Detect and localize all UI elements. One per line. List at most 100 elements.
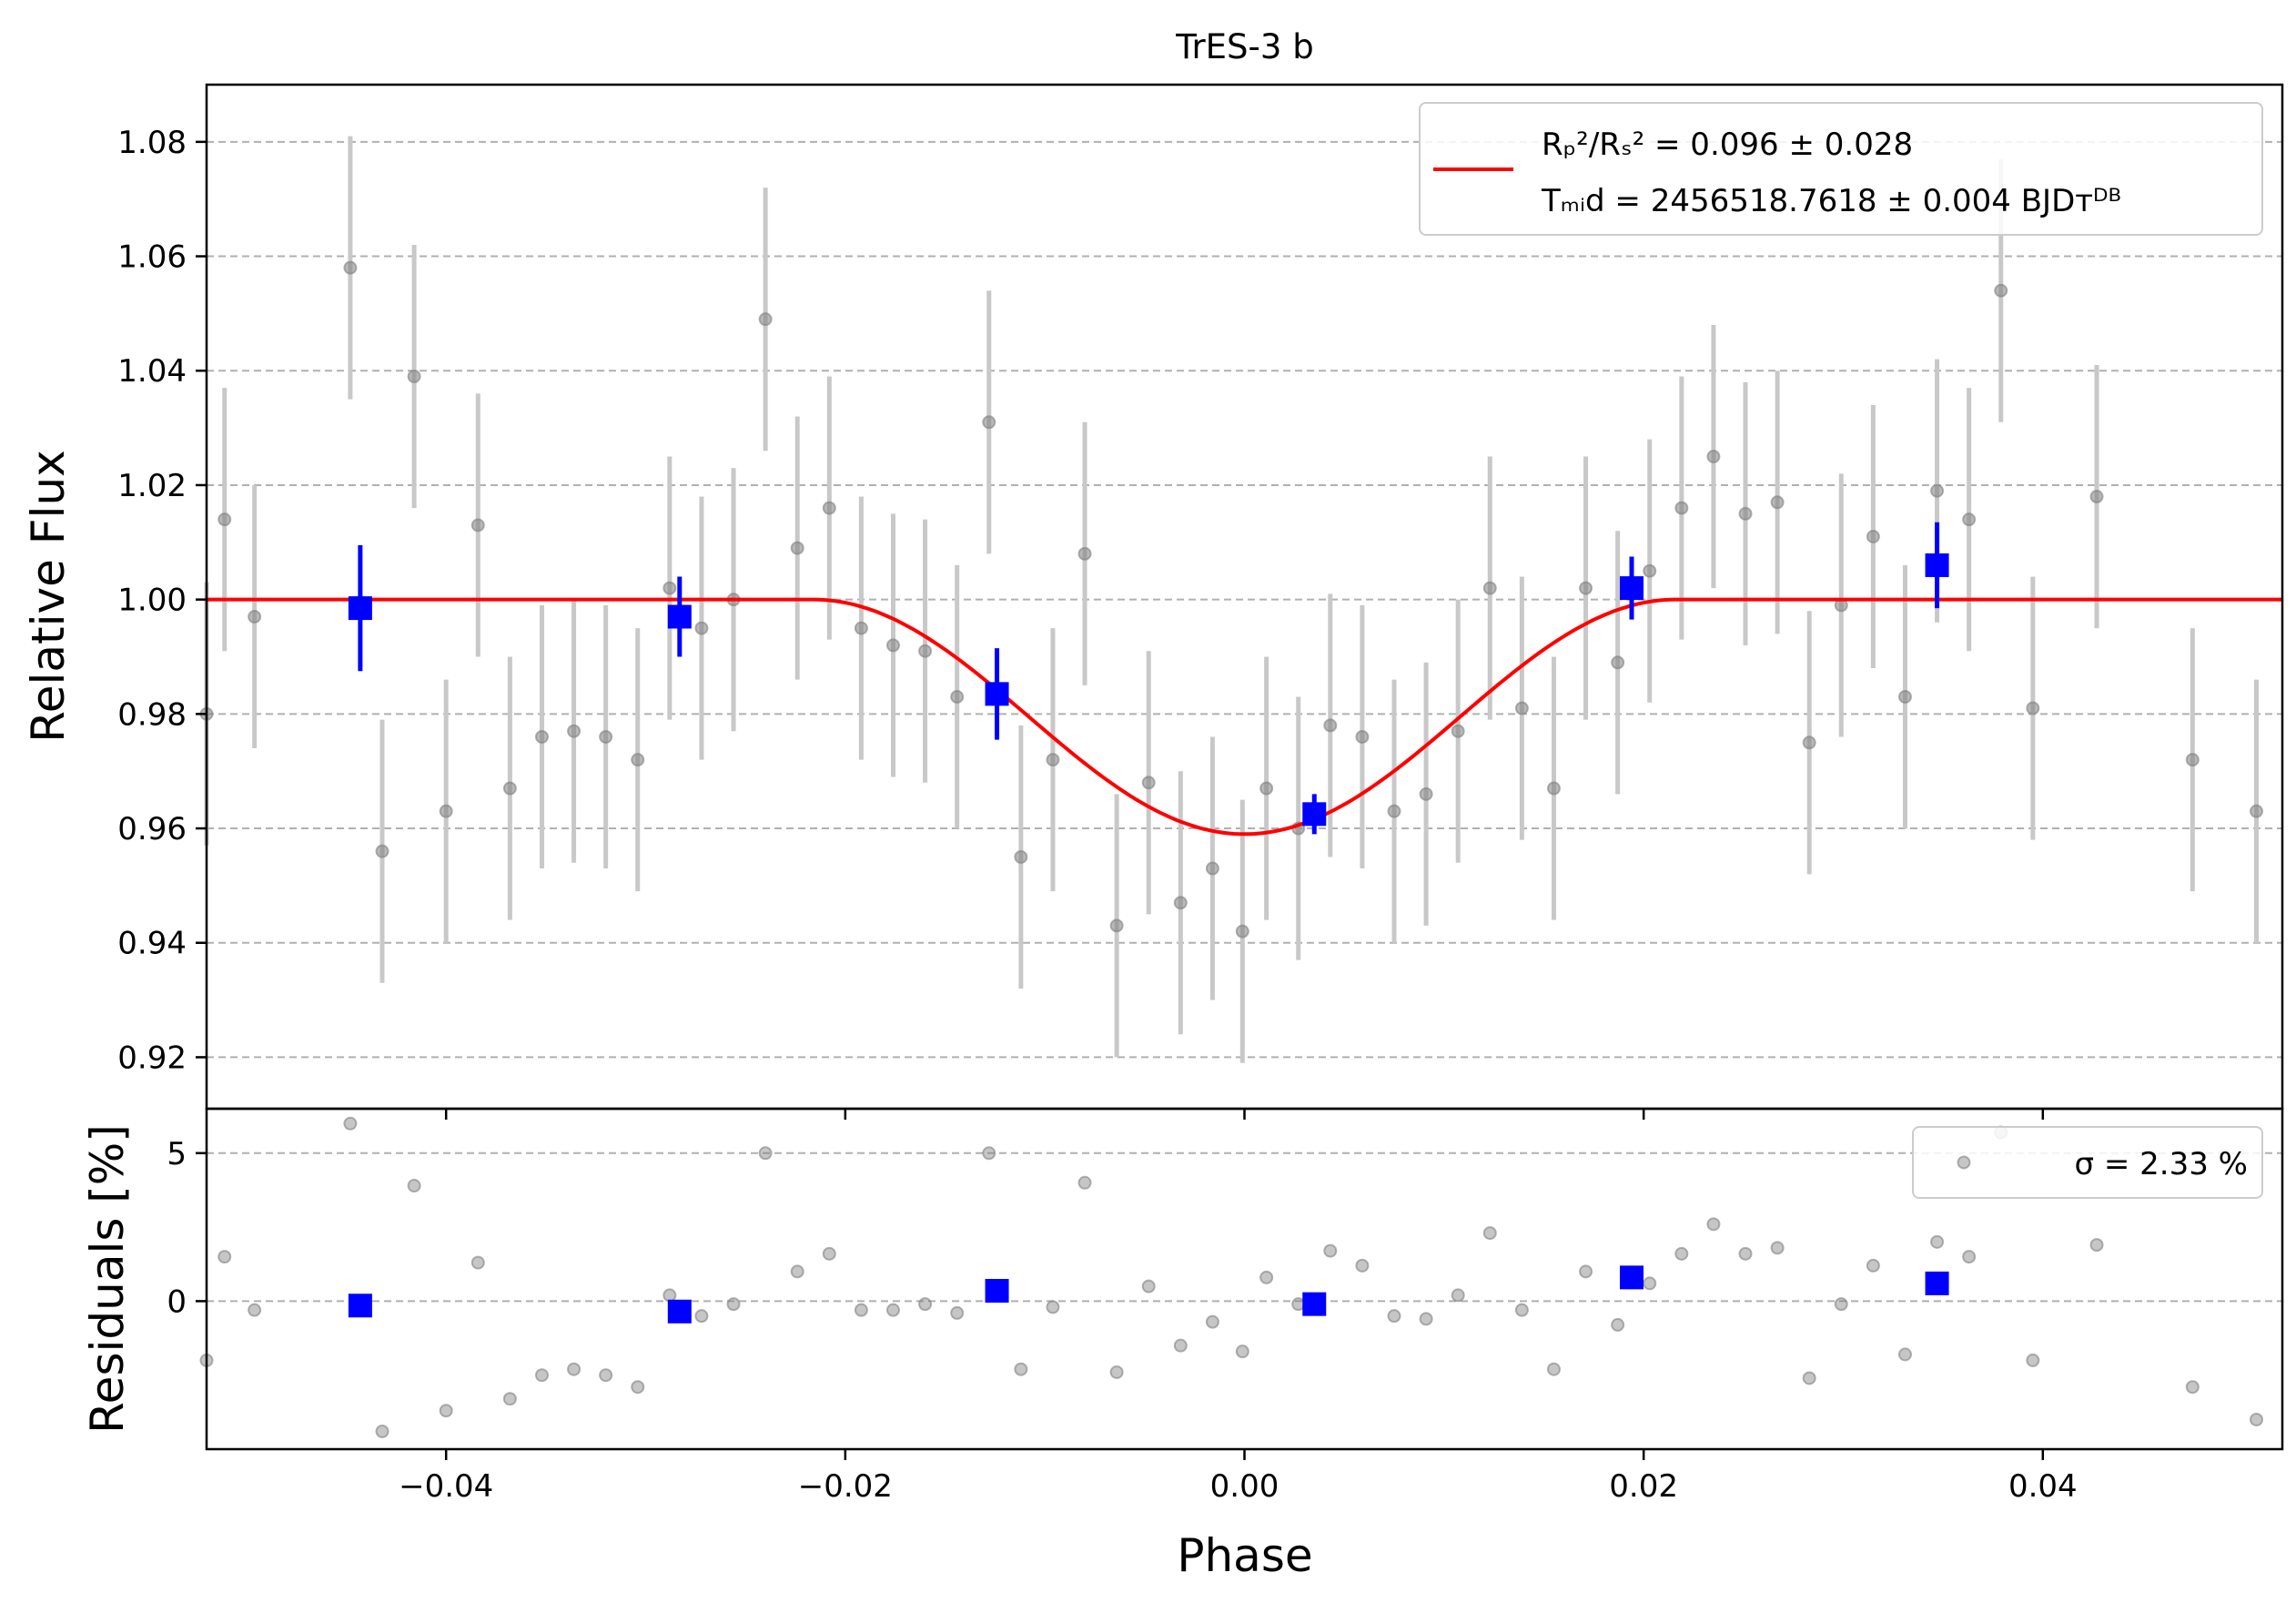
raw-flux-point <box>1579 581 1593 595</box>
binned-residual-point <box>1302 1292 1327 1316</box>
raw-residual-point <box>663 1288 677 1303</box>
raw-residual-point <box>631 1380 645 1395</box>
flux-panel: 0.92 0.94 0.96 0.98 1.00 1.02 1.04 1.06 1.08 Rₚ²… <box>117 83 2284 1111</box>
raw-residual-point <box>599 1368 613 1383</box>
raw-residual-point <box>1643 1276 1657 1291</box>
raw-flux-point <box>567 724 582 738</box>
residuals-y-axis-title: Residuals [%] <box>81 1124 134 1434</box>
phase-x-tick-label: 0.04 <box>2008 1468 2078 1505</box>
raw-residual-point <box>1546 1362 1561 1376</box>
raw-residual-point <box>694 1309 709 1324</box>
raw-flux-point <box>1930 483 1945 498</box>
raw-flux-point <box>950 689 965 704</box>
raw-flux-point <box>1014 849 1028 864</box>
raw-residual-point <box>502 1392 517 1406</box>
raw-flux-point <box>2185 753 2200 767</box>
raw-residual-point <box>1173 1338 1188 1353</box>
binned-residuals-series <box>348 1265 1949 1324</box>
raw-residual-point <box>375 1424 389 1438</box>
raw-flux-point <box>1141 776 1156 790</box>
flux-y-tick-label: 0.92 <box>117 1040 187 1076</box>
raw-flux-point <box>439 804 453 818</box>
raw-flux-point <box>663 581 677 595</box>
raw-residual-point <box>1802 1371 1816 1385</box>
legend-radius-ratio: Rₚ²/Rₛ² = 0.096 ± 0.028 <box>1542 127 1913 163</box>
residuals-y-tick-label: 5 <box>167 1136 187 1172</box>
flux-y-axis-title: Relative Flux <box>22 450 75 742</box>
raw-residual-point <box>1419 1312 1433 1326</box>
raw-residual-point <box>1579 1264 1593 1279</box>
flux-y-tick-label: 1.06 <box>117 239 187 276</box>
raw-residual-point <box>1141 1279 1156 1294</box>
raw-flux-point <box>502 781 517 796</box>
binned-residual-point <box>985 1279 1009 1304</box>
raw-flux-point <box>790 541 804 555</box>
raw-flux-point <box>694 621 709 635</box>
raw-flux-point <box>407 370 421 384</box>
raw-residual-point <box>1451 1288 1465 1303</box>
raw-flux-point <box>1770 495 1785 510</box>
raw-flux-point <box>1546 781 1561 796</box>
raw-flux-point <box>758 312 773 327</box>
raw-flux-point <box>1897 689 1912 704</box>
raw-flux-point <box>2026 701 2040 715</box>
residuals-panel: 05 σ = 2.33 % <box>167 1107 2284 1451</box>
raw-flux-point <box>1611 655 1625 670</box>
binned-residual-point <box>667 1299 692 1324</box>
raw-residual-point <box>1611 1317 1625 1332</box>
raw-flux-point <box>1323 718 1338 733</box>
raw-flux-point <box>1706 450 1721 464</box>
raw-flux-point <box>1109 918 1124 933</box>
raw-flux-point <box>1077 546 1092 561</box>
flux-legend: Rₚ²/Rₛ² = 0.096 ± 0.028 Tₘᵢd = 2456518.7… <box>1419 102 2263 236</box>
phase-x-axis: −0.04 −0.02 0.00 0.02 0.04 <box>399 1109 2078 1505</box>
raw-residual-point <box>1482 1226 1497 1241</box>
raw-flux-point <box>1355 729 1370 744</box>
raw-residual-point <box>1355 1258 1370 1273</box>
raw-residual-point <box>1866 1258 1880 1273</box>
raw-flux-point <box>1173 896 1188 910</box>
raw-flux-point <box>375 844 389 858</box>
raw-flux-point <box>982 415 996 430</box>
raw-residual-point <box>1205 1314 1219 1329</box>
residuals-y-axis: 05 <box>167 1136 207 1320</box>
raw-residual-point <box>822 1246 836 1261</box>
raw-residual-point <box>1930 1234 1945 1249</box>
phase-x-tick-label: 0.00 <box>1210 1468 1279 1505</box>
raw-residual-point <box>1834 1297 1848 1312</box>
raw-flux-point <box>1235 924 1249 938</box>
raw-residual-point <box>726 1297 741 1312</box>
flux-y-tick-label: 1.08 <box>117 125 187 161</box>
raw-residual-point <box>2089 1238 2104 1253</box>
binned-residual-point <box>1925 1271 1949 1295</box>
legend-mid-transit-time: Tₘᵢd = 2456518.7618 ± 0.004 BJDᴛᴰᴮ <box>1541 183 2121 219</box>
raw-flux-point <box>2249 804 2263 818</box>
raw-flux-point <box>1643 563 1657 578</box>
raw-residual-point <box>217 1250 232 1264</box>
raw-residual-point <box>1014 1362 1028 1376</box>
flux-y-tick-label: 0.94 <box>117 926 187 962</box>
binned-flux-point <box>985 682 1009 706</box>
raw-flux-point <box>854 621 868 635</box>
flux-y-axis: 0.92 0.94 0.96 0.98 1.00 1.02 1.04 1.06 1.08 <box>117 125 207 1076</box>
raw-flux-point <box>1514 701 1529 715</box>
raw-residual-point <box>2249 1412 2263 1426</box>
raw-flux-point <box>470 518 485 533</box>
raw-flux-point <box>1866 530 1880 544</box>
raw-residual-point <box>1514 1303 1529 1317</box>
raw-residual-point <box>534 1368 549 1383</box>
raw-residual-point <box>1046 1300 1060 1314</box>
raw-flux-point <box>599 729 613 744</box>
raw-residual-point <box>1897 1347 1912 1362</box>
binned-flux-point <box>1619 576 1644 601</box>
raw-residual-point <box>2185 1380 2200 1395</box>
binned-flux-point <box>1302 802 1327 827</box>
legend-residual-marker <box>1957 1155 1971 1170</box>
residuals-legend-box <box>1912 1126 2263 1199</box>
raw-residual-point <box>1109 1365 1124 1379</box>
raw-flux-point <box>1962 512 1977 527</box>
flux-legend-box <box>1419 102 2263 236</box>
legend-sigma: σ = 2.33 % <box>2075 1146 2248 1182</box>
raw-flux-point <box>1451 724 1465 738</box>
raw-residual-point <box>1323 1243 1338 1258</box>
